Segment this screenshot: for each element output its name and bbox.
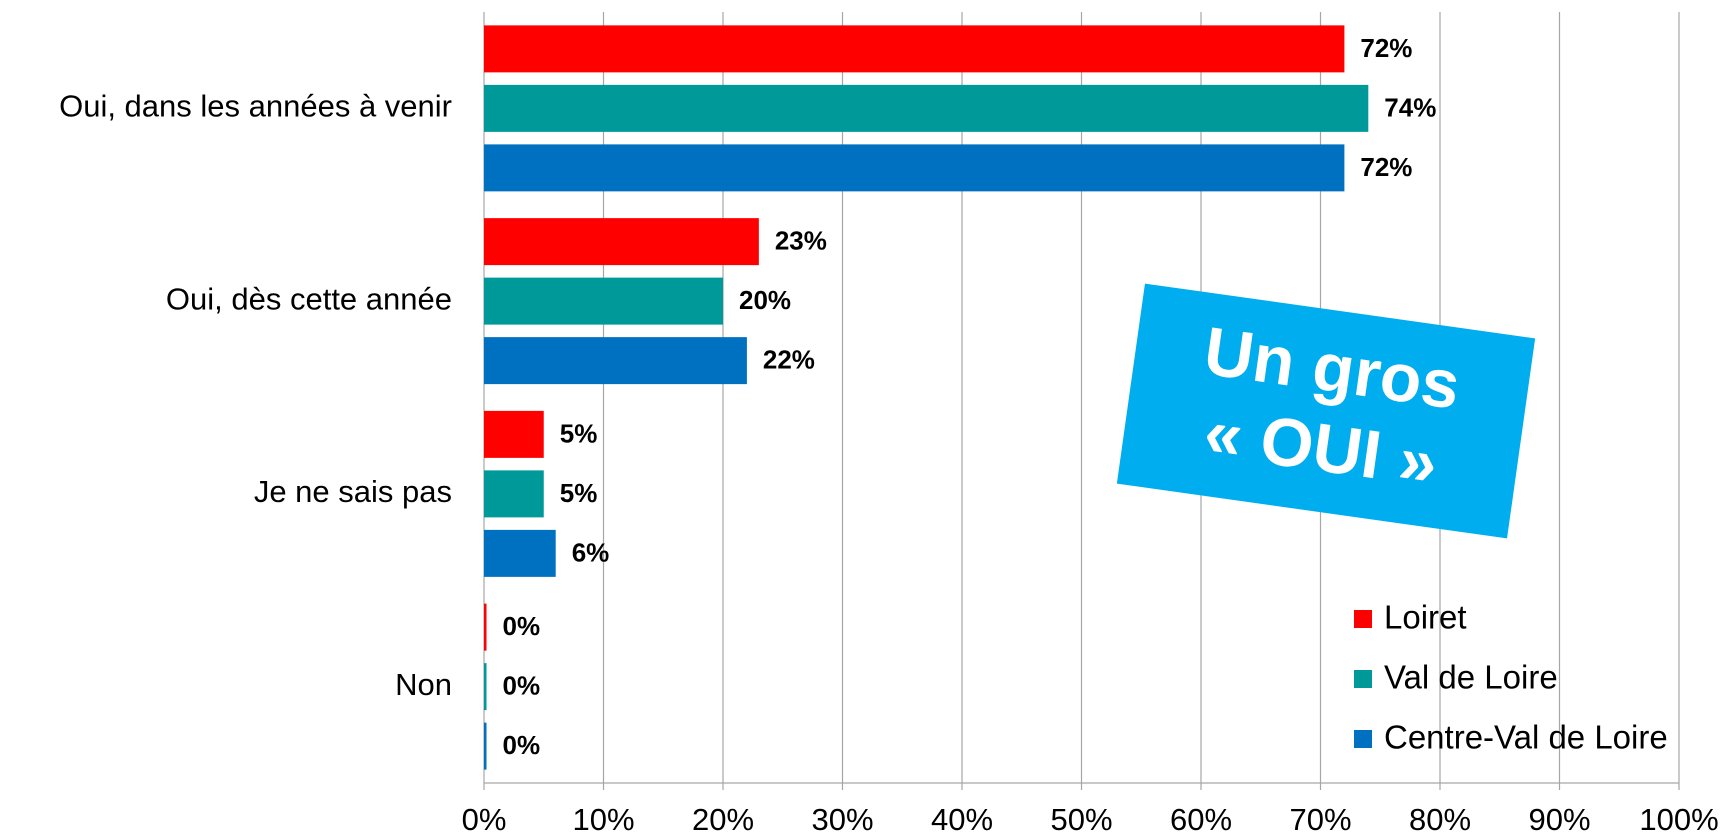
value-label: 0% xyxy=(503,671,541,701)
category-label: Oui, dès cette année xyxy=(166,281,452,316)
bar xyxy=(484,218,759,266)
value-label: 72% xyxy=(1360,33,1412,63)
value-label: 6% xyxy=(572,537,610,567)
bar xyxy=(484,722,487,770)
bar xyxy=(484,144,1345,192)
x-tick-label: 10% xyxy=(572,802,634,835)
bar xyxy=(484,25,1345,73)
value-label: 5% xyxy=(560,418,598,448)
value-label: 0% xyxy=(503,611,541,641)
x-tick-label: 50% xyxy=(1050,802,1112,835)
x-tick-label: 90% xyxy=(1528,802,1590,835)
legend-label: Val de Loire xyxy=(1384,659,1558,696)
legend-swatch xyxy=(1354,670,1372,688)
x-tick-label: 0% xyxy=(462,802,507,835)
annotation: Un gros« OUI » xyxy=(1116,283,1536,539)
category-label: Je ne sais pas xyxy=(254,474,452,509)
x-tick-label: 20% xyxy=(692,802,754,835)
x-tick-label: 100% xyxy=(1639,802,1718,835)
value-label: 72% xyxy=(1360,152,1412,182)
category-label: Non xyxy=(395,667,452,702)
bar xyxy=(484,470,544,518)
legend-label: Centre-Val de Loire xyxy=(1384,719,1668,756)
bar xyxy=(484,84,1369,132)
bar xyxy=(484,663,487,711)
legend-swatch xyxy=(1354,610,1372,628)
bar xyxy=(484,337,747,385)
legend-label: Loiret xyxy=(1384,599,1467,636)
x-tick-label: 70% xyxy=(1289,802,1351,835)
x-tick-label: 80% xyxy=(1409,802,1471,835)
value-label: 74% xyxy=(1384,92,1436,122)
annotation-box xyxy=(1116,283,1536,539)
x-tick-label: 30% xyxy=(811,802,873,835)
value-label: 22% xyxy=(763,345,815,375)
bar xyxy=(484,529,556,577)
bar xyxy=(484,603,487,651)
category-label: Oui, dans les années à venir xyxy=(59,89,452,124)
value-label: 20% xyxy=(739,285,791,315)
bar xyxy=(484,410,544,458)
x-tick-label: 60% xyxy=(1170,802,1232,835)
value-label: 0% xyxy=(503,730,541,760)
x-tick-label: 40% xyxy=(931,802,993,835)
value-label: 23% xyxy=(775,226,827,256)
value-label: 5% xyxy=(560,478,598,508)
bar xyxy=(484,277,723,325)
legend-swatch xyxy=(1354,730,1372,748)
